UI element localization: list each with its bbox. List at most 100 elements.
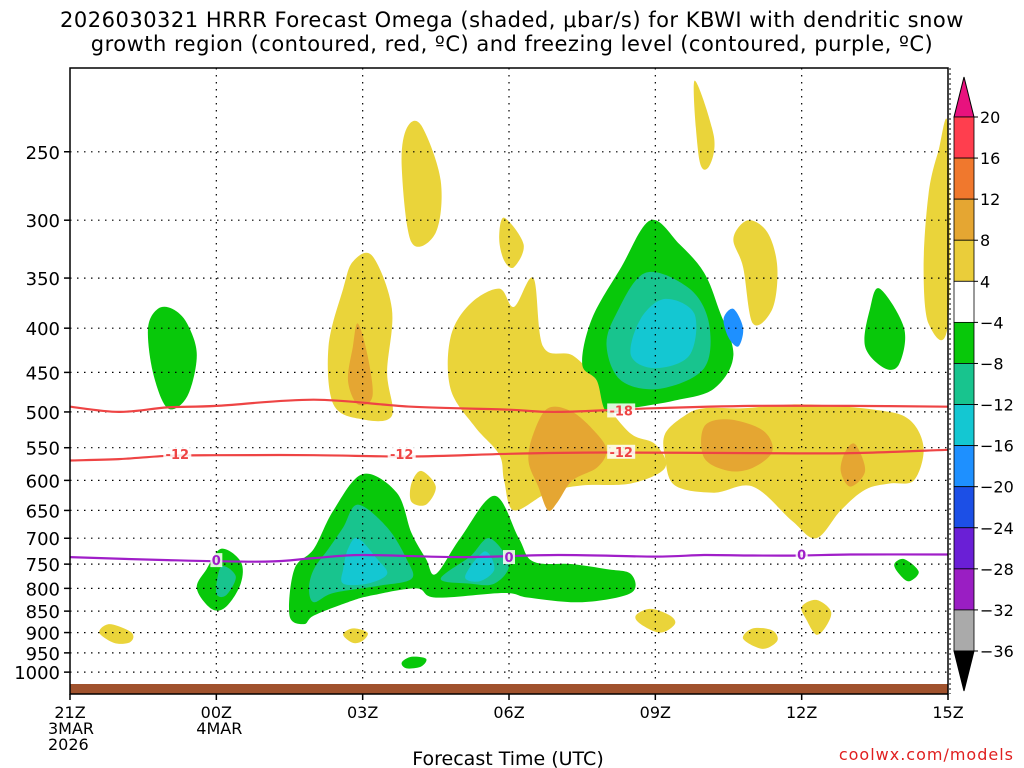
- colorbar-swatch-7: [953, 404, 975, 447]
- colorbar-top-arrow: [953, 76, 975, 118]
- colorbar-label-10: −24: [980, 519, 1014, 538]
- contour-label-bg-3: [607, 444, 636, 459]
- y-tick-label-600: 600: [26, 471, 60, 492]
- contour-label-6: 0: [797, 549, 806, 564]
- omega-region-pos4-2: [401, 120, 442, 247]
- omega-region-neg16-22: [723, 308, 744, 347]
- colorbar-swatch-6: [953, 363, 975, 405]
- x-tick-label-h18-0: 15Z: [932, 703, 963, 722]
- colorbar-swatch-12: [953, 609, 975, 652]
- contour-label-bg-6: [795, 547, 808, 562]
- colorbar: 20 16 12 8 4 −4 −8 −12 −16 −20 −24 −28 −32 −36: [953, 76, 1014, 692]
- omega-region-pos4-13: [99, 624, 134, 644]
- colorbar-label-8: −16: [980, 437, 1014, 456]
- omega-region-neg4-31: [894, 558, 919, 582]
- colorbar-label-3: 8: [980, 231, 990, 250]
- omega-region-neg12-30: [465, 551, 495, 582]
- omega-region-pos4-9: [663, 404, 924, 539]
- contour-label-bg-2: [387, 446, 416, 461]
- contour-label-5: 0: [504, 551, 513, 566]
- contour-label-bg-4: [210, 553, 223, 568]
- y-tick-label-300: 300: [26, 211, 60, 232]
- omega-region-pos8-1: [347, 323, 373, 406]
- x-tick-label-h3-1: 4MAR: [196, 719, 242, 738]
- colorbar-label-7: −12: [980, 396, 1014, 415]
- ground-surface-bar: [70, 684, 948, 694]
- colorbar-label-11: −28: [980, 560, 1014, 579]
- omega-region-pos4-16: [801, 599, 832, 635]
- omega-region-neg4-26: [288, 473, 636, 625]
- contour-label-bg-1: [163, 446, 192, 461]
- y-tick-label-750: 750: [26, 555, 60, 576]
- x-tick-label-h6-0: 03Z: [347, 703, 378, 722]
- colorbar-label-4: 4: [980, 272, 990, 291]
- omega-region-neg4-32: [401, 656, 427, 669]
- x-tick-label-h0-0: 21Z: [54, 703, 85, 722]
- omega-region-pos4-12: [923, 118, 950, 341]
- y-tick-label-800: 800: [26, 579, 60, 600]
- omega-region-pos4-17: [742, 627, 778, 649]
- omega-region-pos8-10: [701, 419, 773, 472]
- omega-region-neg12-21: [630, 298, 697, 369]
- omega-region-pos4-14: [343, 628, 368, 644]
- plot-axes: 2503003504004505005506006507007508008509…: [14, 143, 964, 754]
- ground-surface: [70, 684, 948, 694]
- colorbar-label-1: 16: [980, 149, 1000, 168]
- contour-label-1: -12: [166, 448, 190, 463]
- y-tick-label-850: 850: [26, 602, 60, 623]
- contour-label-0: -18: [609, 404, 633, 419]
- omega-region-pos4-3: [499, 217, 524, 269]
- chart-title-line-2: growth region (contoured, red, ºC) and f…: [90, 32, 934, 56]
- colorbar-swatch-10: [953, 527, 975, 570]
- omega-region-pos4-6: [409, 470, 436, 506]
- y-tick-label-950: 950: [26, 644, 60, 665]
- contour-label-3: -12: [609, 446, 633, 461]
- omega-region-pos8-5: [528, 406, 607, 511]
- colorbar-swatch-0: [953, 116, 975, 159]
- y-tick-label-900: 900: [26, 624, 60, 645]
- colorbar-swatch-1: [953, 157, 975, 200]
- x-tick-label-h0-1: 3MAR: [48, 719, 94, 738]
- omega-region-neg8-25: [216, 566, 236, 598]
- x-axis-label: Forecast Time (UTC): [412, 748, 603, 768]
- omega-region-neg12-28: [341, 537, 388, 586]
- omega-fills: [99, 80, 950, 669]
- x-tick-label-h9-0: 06Z: [493, 703, 524, 722]
- y-tick-label-400: 400: [26, 319, 60, 340]
- y-tick-label-700: 700: [26, 529, 60, 550]
- colorbar-label-5: −4: [980, 313, 1004, 332]
- y-tick-label-1000: 1000: [14, 663, 60, 684]
- x-tick-label-h3-0: 00Z: [201, 703, 232, 722]
- colorbar-label-0: 20: [980, 108, 1000, 127]
- colorbar-swatch-2: [953, 198, 975, 241]
- omega-region-neg4-18: [147, 306, 197, 410]
- contour-label-2: -12: [390, 448, 414, 463]
- omega-region-pos4-7: [693, 80, 715, 170]
- colorbar-swatch-11: [953, 568, 975, 611]
- colorbar-label-13: −36: [980, 642, 1014, 661]
- x-tick-label-h0-2: 2026: [48, 735, 89, 754]
- colorbar-label-2: 12: [980, 190, 1000, 209]
- contour-label-4: 0: [212, 554, 221, 569]
- contour-label-bg-5: [503, 550, 515, 565]
- colorbar-swatch-5: [953, 321, 975, 364]
- x-tick-label-h15-0: 12Z: [786, 703, 817, 722]
- colorbar-swatch-3: [953, 239, 975, 282]
- colorbar-label-6: −8: [980, 354, 1004, 373]
- contour-label-bg-0: [607, 403, 636, 418]
- y-tick-label-550: 550: [26, 439, 60, 460]
- colorbar-label-12: −32: [980, 601, 1014, 620]
- contour-lines: -18 -12 -12 -12 0 0 0: [69, 398, 949, 569]
- colorbar-label-9: −20: [980, 478, 1014, 497]
- y-tick-label-250: 250: [26, 143, 60, 164]
- omega-region-pos4-8: [733, 220, 778, 326]
- watermark: coolwx.com/models: [839, 745, 1014, 764]
- x-tick-label-h12-0: 09Z: [640, 703, 671, 722]
- y-tick-label-650: 650: [26, 501, 60, 522]
- contour-minus18: [69, 398, 949, 414]
- chart-title-line-1: 2026030321 HRRR Forecast Omega (shaded, …: [60, 8, 964, 32]
- colorbar-swatch-8: [953, 445, 975, 488]
- omega-region-neg4-23: [864, 288, 906, 370]
- colorbar-swatch-4: [953, 280, 975, 323]
